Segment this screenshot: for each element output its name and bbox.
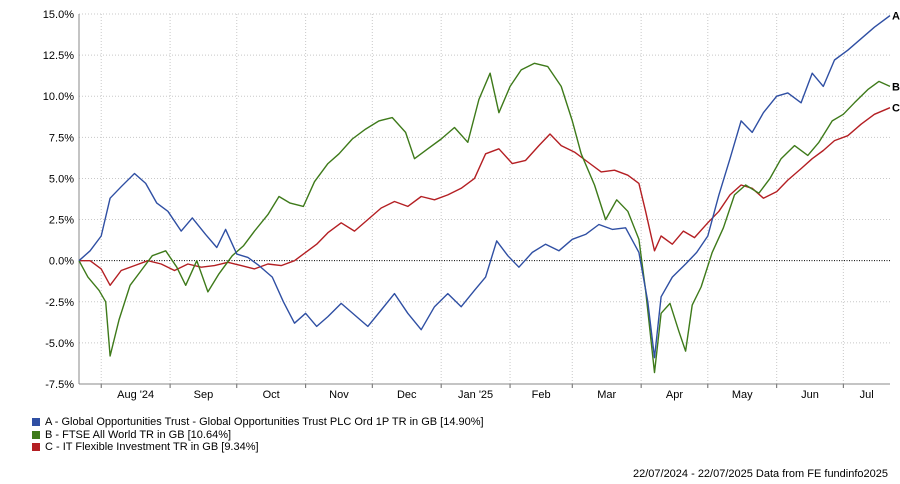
end-label-a: A (892, 11, 900, 23)
series-line-c (79, 107, 891, 286)
x-tick-label: Sep (194, 389, 214, 401)
y-tick-label: -2.5% (45, 297, 74, 309)
x-tick-label: Jun (801, 389, 819, 401)
legend-label-b: B - FTSE All World TR in GB [10.64%] (45, 428, 232, 441)
x-tick-label: Oct (263, 389, 280, 401)
x-tick-label: Aug '24 (117, 389, 154, 401)
end-label-b: B (892, 81, 900, 93)
series-line-b (78, 62, 891, 374)
y-tick-label: 15.0% (43, 9, 74, 21)
legend-item-c: C - IT Flexible Investment TR in GB [9.3… (32, 441, 484, 454)
y-tick-label: 12.5% (43, 50, 74, 62)
legend-item-b: B - FTSE All World TR in GB [10.64%] (32, 429, 484, 442)
y-tick-label: -5.0% (45, 338, 74, 350)
legend-item-a: A - Global Opportunities Trust - Global … (32, 416, 484, 429)
y-tick-label: 7.5% (49, 132, 74, 144)
x-tick-label: Mar (597, 389, 616, 401)
x-tick-label: Apr (666, 389, 683, 401)
x-tick-label: Dec (397, 389, 417, 401)
legend-swatch-b (32, 430, 40, 439)
x-tick-label: Jan '25 (458, 389, 493, 401)
performance-line-chart: 15.0% 12.5% 10.0% 7.5% 5.0% 2.5% 0.0% -2.5% -5.0… (43, 9, 900, 401)
chart-legend: A - Global Opportunities Trust - Global … (32, 416, 484, 454)
date-range-footer: 22/07/2024 - 22/07/2025 Data from FE fun… (632, 468, 888, 480)
legend-swatch-a (32, 418, 40, 427)
series-line-a (78, 15, 891, 359)
legend-swatch-c (32, 443, 40, 452)
y-tick-label: 2.5% (49, 215, 74, 227)
legend-label-a: A - Global Opportunities Trust - Global … (45, 416, 484, 428)
y-tick-label: -7.5% (45, 379, 74, 391)
y-tick-label: 10.0% (43, 91, 74, 103)
x-tick-label: Feb (532, 389, 551, 401)
y-tick-label: 0.0% (49, 256, 74, 268)
end-label-c: C (892, 103, 900, 115)
legend-label-c: C - IT Flexible Investment TR in GB [9.3… (45, 441, 259, 453)
y-tick-label: 5.0% (49, 173, 74, 185)
x-tick-label: May (732, 389, 753, 401)
x-tick-label: Nov (329, 389, 349, 401)
x-tick-label: Jul (860, 389, 874, 401)
